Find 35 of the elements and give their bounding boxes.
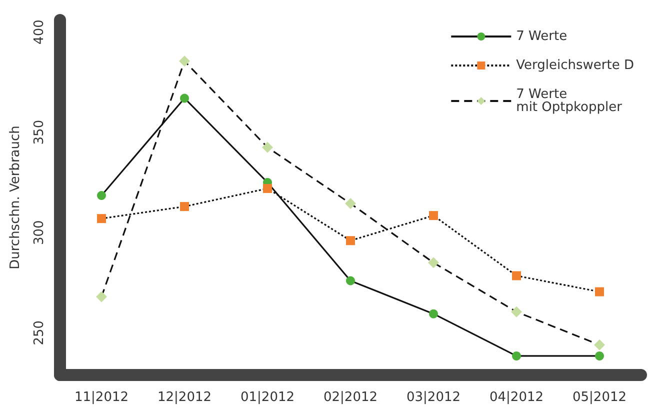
y-tick-label: 350 [32, 120, 47, 145]
legend-label: 7 Werte [516, 29, 568, 44]
legend-label: Vergleichswerte D [516, 58, 634, 73]
y-tick-label: 300 [32, 220, 47, 246]
point [263, 184, 272, 193]
point [594, 339, 605, 350]
x-tick-label: 04|2012 [489, 390, 544, 405]
point [96, 291, 107, 302]
x-tick-label: 12|2012 [157, 390, 212, 405]
point [511, 306, 522, 318]
x-tick-label: 01|2012 [240, 390, 295, 405]
x-tick-label: 11|2012 [74, 390, 129, 405]
legend-label: 7 Werte mit Optpkoppler [516, 87, 623, 115]
point [429, 211, 438, 220]
y-axis-title: Durchschn. Verbrauch [8, 126, 23, 270]
point [512, 351, 521, 360]
point [179, 56, 190, 67]
y-tick-label: 250 [32, 320, 47, 346]
x-tick-label: 05|2012 [572, 390, 627, 405]
point [428, 257, 439, 268]
point [429, 309, 438, 318]
point [512, 271, 521, 280]
point [595, 351, 604, 360]
point [595, 287, 604, 296]
point [180, 202, 189, 212]
point [97, 214, 106, 224]
point [97, 190, 106, 200]
point [346, 276, 355, 286]
point [345, 198, 356, 210]
point [180, 94, 189, 103]
x-tick-label: 03|2012 [406, 390, 461, 405]
point [346, 236, 355, 246]
x-tick-label: 02|2012 [323, 390, 378, 405]
point [262, 142, 273, 153]
y-tick-label: 400 [32, 20, 47, 44]
